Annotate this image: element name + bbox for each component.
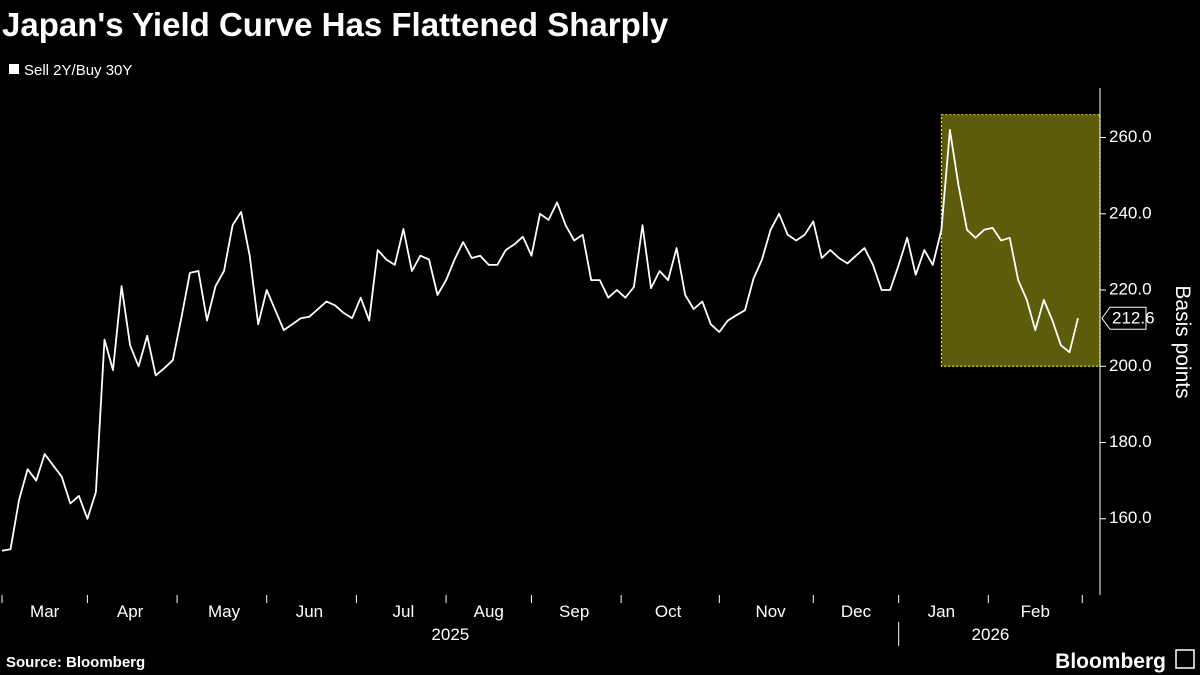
x-tick-label: Jan xyxy=(928,602,955,621)
x-year-label: 2026 xyxy=(972,625,1010,644)
x-tick-label: Oct xyxy=(655,602,682,621)
highlight-box xyxy=(940,114,1101,367)
legend-label: Sell 2Y/Buy 30Y xyxy=(24,62,132,79)
x-tick-label: Dec xyxy=(841,602,872,621)
y-tick-label: 180.0 xyxy=(1109,432,1152,451)
y-axis-label: Basis points xyxy=(1171,285,1194,398)
legend-swatch xyxy=(9,64,19,74)
x-tick-label: Jul xyxy=(392,602,414,621)
series-line xyxy=(1,129,1079,552)
x-tick-label: May xyxy=(208,602,241,621)
x-tick-label: Apr xyxy=(117,602,144,621)
chart-title: Japan's Yield Curve Has Flattened Sharpl… xyxy=(2,6,669,43)
y-tick-label: 200.0 xyxy=(1109,356,1152,375)
y-tick-label: 160.0 xyxy=(1109,508,1152,527)
x-tick-label: Sep xyxy=(559,602,589,621)
y-tick-label: 260.0 xyxy=(1109,127,1152,146)
last-value-tag xyxy=(1101,306,1147,330)
y-tick-label: 220.0 xyxy=(1109,280,1152,299)
x-year-label: 2025 xyxy=(431,625,469,644)
last-value-label: 212.6 xyxy=(1112,309,1155,328)
x-tick-label: Jun xyxy=(296,602,323,621)
x-tick-label: Feb xyxy=(1021,602,1050,621)
y-tick-label: 240.0 xyxy=(1109,203,1152,222)
brand: Bloomberg xyxy=(1055,650,1166,673)
x-tick-label: Mar xyxy=(30,602,60,621)
brand-icon xyxy=(1175,649,1195,669)
x-tick-label: Nov xyxy=(755,602,786,621)
x-tick-label: Aug xyxy=(474,602,504,621)
source: Source: Bloomberg xyxy=(6,654,145,671)
